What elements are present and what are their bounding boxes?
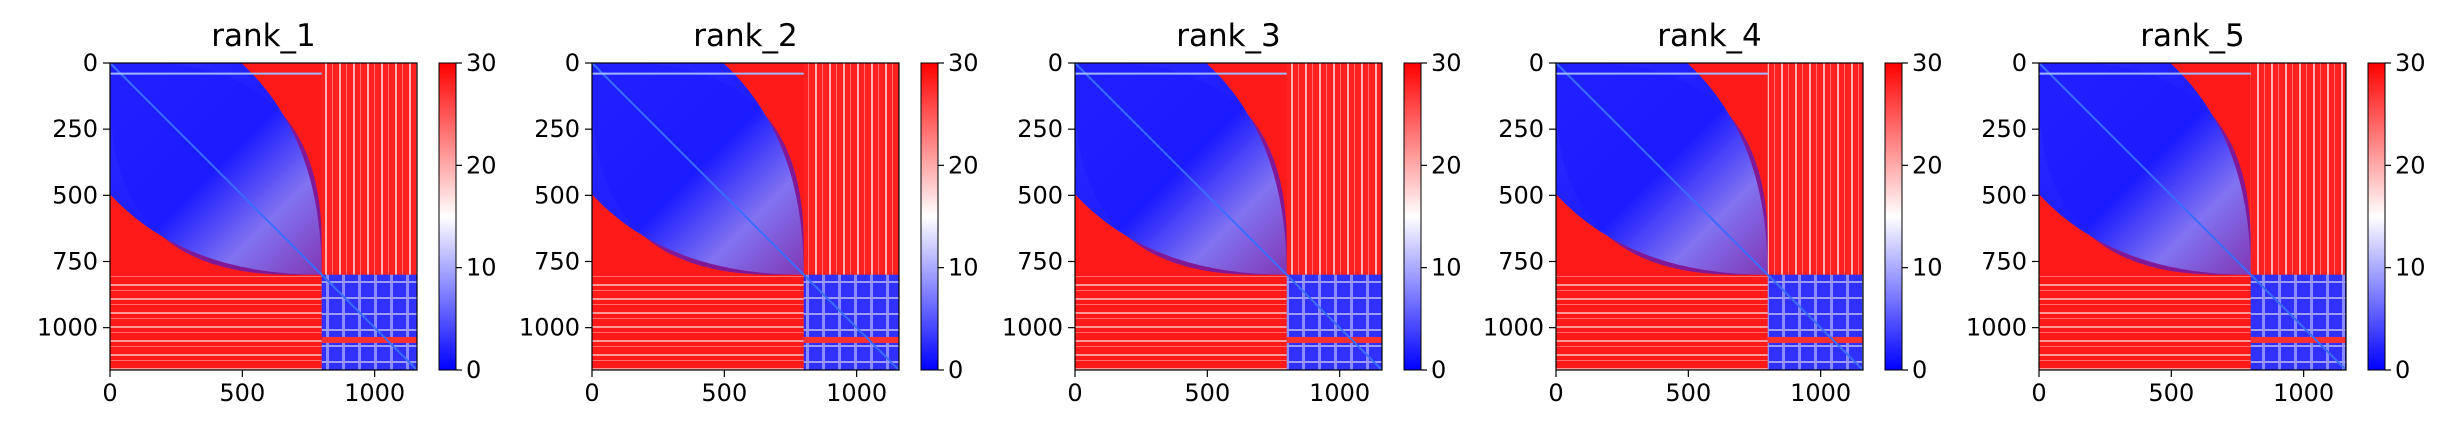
axes-frame xyxy=(109,62,418,371)
y-tick-label: 500 xyxy=(1017,181,1063,209)
y-tick-label: 250 xyxy=(1498,115,1544,143)
x-tick-label: 500 xyxy=(219,379,265,407)
y-tick-label: 750 xyxy=(1981,247,2027,275)
y-tick-label: 0 xyxy=(83,49,98,77)
y-tick-label: 0 xyxy=(1529,49,1544,77)
colorbar xyxy=(920,62,939,371)
heatmap-panel: rank_3 0 500 1000 0 250 500 750 1000 0 10 20 30 xyxy=(1002,18,1462,407)
x-tick-label: 500 xyxy=(2148,379,2194,407)
colorbar-tick-label: 20 xyxy=(1912,151,1943,179)
x-tick-label: 0 xyxy=(2031,379,2046,407)
y-tick-label: 250 xyxy=(534,115,580,143)
y-tick-label: 250 xyxy=(1981,115,2027,143)
colorbar xyxy=(1884,62,1903,371)
colorbar-tick-label: 0 xyxy=(466,356,481,384)
axes-frame xyxy=(1555,62,1864,371)
heatmap-panel: rank_1 0 500 1000 0 250 500 750 1000 0 10 20 30 xyxy=(37,18,497,407)
colorbar xyxy=(1403,62,1422,371)
heatmap-panel: rank_4 0 500 1000 0 250 500 750 1000 0 10 20 30 xyxy=(1483,18,1943,407)
colorbar-tick-label: 20 xyxy=(2395,151,2426,179)
y-tick-label: 750 xyxy=(52,247,98,275)
axes-frame xyxy=(2038,62,2347,371)
y-tick-label: 1000 xyxy=(37,314,98,342)
x-tick-label: 0 xyxy=(1067,379,1082,407)
colorbar xyxy=(2367,62,2386,371)
y-tick-label: 750 xyxy=(1498,247,1544,275)
colorbar-tick-label: 30 xyxy=(1431,49,1462,77)
colorbar-tick-label: 20 xyxy=(948,151,979,179)
colorbar-tick-label: 30 xyxy=(466,49,497,77)
y-tick-label: 750 xyxy=(534,247,580,275)
y-tick-label: 0 xyxy=(565,49,580,77)
axes-frame xyxy=(1074,62,1383,371)
colorbar-tick-label: 10 xyxy=(466,254,497,282)
colorbar-tick-label: 10 xyxy=(1912,254,1943,282)
y-tick-label: 0 xyxy=(2012,49,2027,77)
colorbar-tick-label: 0 xyxy=(1912,356,1927,384)
y-tick-label: 1000 xyxy=(1483,314,1544,342)
y-tick-label: 500 xyxy=(534,181,580,209)
y-tick-label: 1000 xyxy=(519,314,580,342)
x-tick-label: 1000 xyxy=(2273,379,2334,407)
panel-title: rank_5 xyxy=(2140,18,2245,54)
colorbar-tick-label: 10 xyxy=(2395,254,2426,282)
x-tick-label: 1000 xyxy=(1790,379,1851,407)
x-tick-label: 500 xyxy=(701,379,747,407)
panel-title: rank_1 xyxy=(211,18,316,54)
colorbar-tick-label: 0 xyxy=(1431,356,1446,384)
x-tick-label: 1000 xyxy=(344,379,405,407)
y-tick-label: 1000 xyxy=(1002,314,1063,342)
colorbar-tick-label: 0 xyxy=(948,356,963,384)
colorbar-tick-label: 20 xyxy=(1431,151,1462,179)
axes-frame xyxy=(591,62,900,371)
colorbar-tick-label: 20 xyxy=(466,151,497,179)
x-tick-label: 0 xyxy=(584,379,599,407)
panel-title: rank_4 xyxy=(1657,18,1762,54)
heatmap-image xyxy=(109,62,418,371)
x-tick-label: 500 xyxy=(1184,379,1230,407)
y-tick-label: 500 xyxy=(1981,181,2027,209)
y-tick-label: 250 xyxy=(1017,115,1063,143)
colorbar-tick-label: 0 xyxy=(2395,356,2410,384)
y-tick-label: 0 xyxy=(1048,49,1063,77)
heatmap-panel: rank_5 0 500 1000 0 250 500 750 1000 0 10 20 30 xyxy=(1966,18,2426,407)
y-tick-label: 250 xyxy=(52,115,98,143)
x-tick-label: 500 xyxy=(1665,379,1711,407)
panel-title: rank_2 xyxy=(693,18,798,54)
x-tick-label: 0 xyxy=(102,379,117,407)
x-tick-label: 0 xyxy=(1548,379,1563,407)
x-tick-label: 1000 xyxy=(1309,379,1370,407)
colorbar-tick-label: 10 xyxy=(1431,254,1462,282)
heatmap-panel: rank_2 0 500 1000 0 250 500 750 1000 0 10 20 30 xyxy=(519,18,979,407)
colorbar xyxy=(438,62,457,371)
heatmap-image xyxy=(1555,62,1864,371)
colorbar-tick-label: 30 xyxy=(2395,49,2426,77)
heatmap-image xyxy=(591,62,900,371)
colorbar-tick-label: 10 xyxy=(948,254,979,282)
panel-title: rank_3 xyxy=(1176,18,1281,54)
heatmap-image xyxy=(2038,62,2347,371)
x-tick-label: 1000 xyxy=(826,379,887,407)
heatmap-image xyxy=(1074,62,1383,371)
y-tick-label: 500 xyxy=(1498,181,1544,209)
y-tick-label: 1000 xyxy=(1966,314,2027,342)
y-tick-label: 750 xyxy=(1017,247,1063,275)
y-tick-label: 500 xyxy=(52,181,98,209)
colorbar-tick-label: 30 xyxy=(948,49,979,77)
colorbar-tick-label: 30 xyxy=(1912,49,1943,77)
